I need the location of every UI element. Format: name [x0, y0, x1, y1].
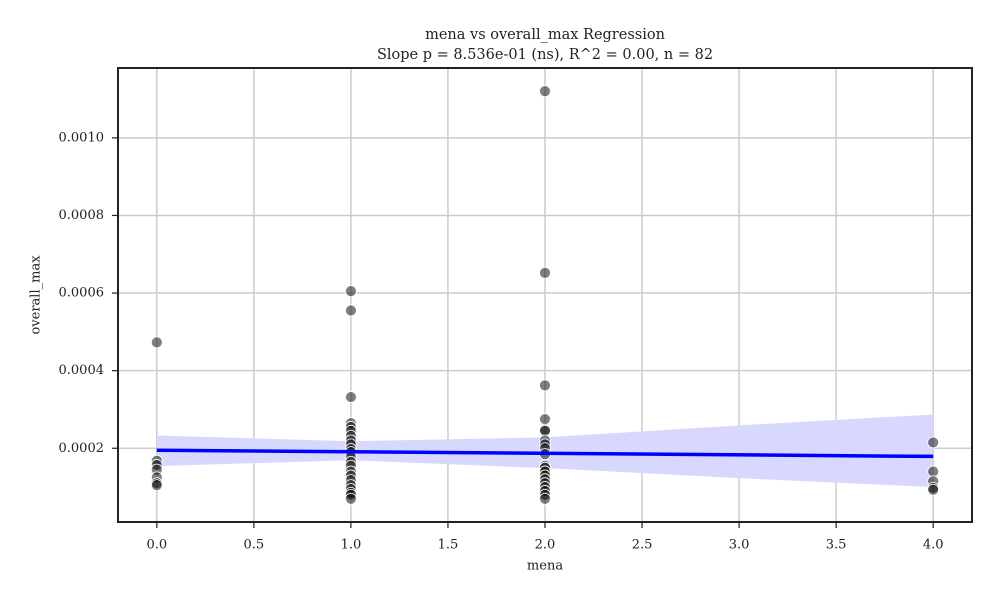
data-point — [539, 85, 551, 98]
chart-subtitle: Slope p = 8.536e-01 (ns), R^2 = 0.00, n … — [377, 47, 713, 63]
y-tick-label: 0.0008 — [59, 208, 105, 223]
data-point — [345, 285, 357, 298]
x-axis-label: mena — [527, 559, 563, 574]
chart-title: mena vs overall_max Regression — [425, 27, 665, 43]
y-tick-label: 0.0002 — [59, 441, 105, 456]
data-point — [345, 492, 357, 505]
x-tick-label: 2.0 — [535, 538, 556, 553]
y-tick-label: 0.0006 — [59, 286, 105, 301]
x-tick-label: 3.0 — [729, 538, 750, 553]
data-point — [927, 483, 940, 496]
y-tick-label: 0.0004 — [59, 363, 105, 378]
data-point — [150, 336, 163, 349]
data-point — [927, 436, 940, 449]
x-tick-label: 4.0 — [923, 538, 944, 553]
data-point — [539, 379, 551, 392]
x-tick-label: 3.5 — [826, 538, 847, 553]
x-tick-label: 1.5 — [438, 538, 459, 553]
x-tick-label: 2.5 — [632, 538, 653, 553]
data-point — [539, 492, 551, 505]
data-point — [345, 391, 357, 403]
data-point — [539, 413, 551, 426]
data-point — [539, 266, 551, 279]
x-tick-label: 0.0 — [146, 538, 167, 553]
regression-line — [156, 448, 934, 459]
x-tick-label: 1.0 — [341, 538, 362, 553]
y-tick-label: 0.0010 — [59, 130, 105, 145]
data-point — [345, 304, 357, 317]
data-point — [150, 479, 163, 492]
y-axis-label: overall_max — [29, 255, 44, 335]
plot-frame — [117, 67, 973, 523]
x-tick-label: 0.5 — [244, 538, 265, 553]
